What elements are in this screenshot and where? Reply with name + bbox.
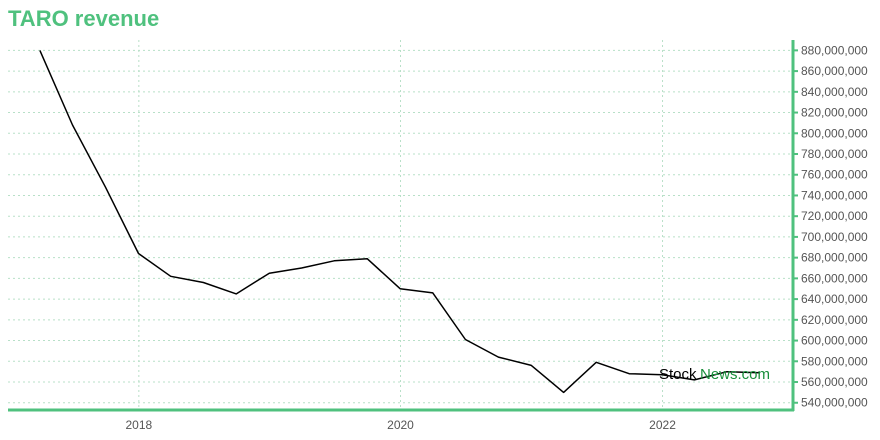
- y-tick-label: 540,000,000: [801, 396, 868, 410]
- grid-lines: [8, 40, 793, 410]
- y-tick-label: 580,000,000: [801, 354, 868, 368]
- y-tick-label: 780,000,000: [801, 147, 868, 161]
- watermark: Stock News.com: [659, 366, 770, 383]
- watermark-part-2: News.com: [700, 366, 770, 383]
- y-tick-label: 740,000,000: [801, 188, 868, 202]
- axes: [8, 40, 798, 412]
- x-tick-label: 2022: [649, 418, 676, 432]
- revenue-line: [39, 50, 761, 394]
- y-tick-label: 560,000,000: [801, 375, 868, 389]
- y-tick-label: 660,000,000: [801, 271, 868, 285]
- y-tick-labels: 540,000,000 560,000,000 580,000,000 600,000…: [801, 43, 868, 409]
- y-tick-label: 600,000,000: [801, 334, 868, 348]
- watermark-part-1: Stock: [659, 366, 697, 383]
- x-tick-labels: 2018 2020 2022: [125, 418, 676, 432]
- chart-title: TARO revenue: [8, 6, 160, 31]
- y-tick-label: 820,000,000: [801, 106, 868, 120]
- y-tick-label: 700,000,000: [801, 230, 868, 244]
- y-tick-label: 800,000,000: [801, 126, 868, 140]
- y-tick-label: 760,000,000: [801, 168, 868, 182]
- x-tick-label: 2018: [125, 418, 152, 432]
- y-tick-label: 680,000,000: [801, 251, 868, 265]
- series-layer: [39, 50, 761, 394]
- y-tick-label: 640,000,000: [801, 292, 868, 306]
- y-tick-label: 620,000,000: [801, 313, 868, 327]
- y-tick-label: 880,000,000: [801, 43, 868, 57]
- y-tick-label: 720,000,000: [801, 209, 868, 223]
- y-tick-label: 860,000,000: [801, 64, 868, 78]
- y-tick-label: 840,000,000: [801, 85, 868, 99]
- x-tick-label: 2020: [387, 418, 414, 432]
